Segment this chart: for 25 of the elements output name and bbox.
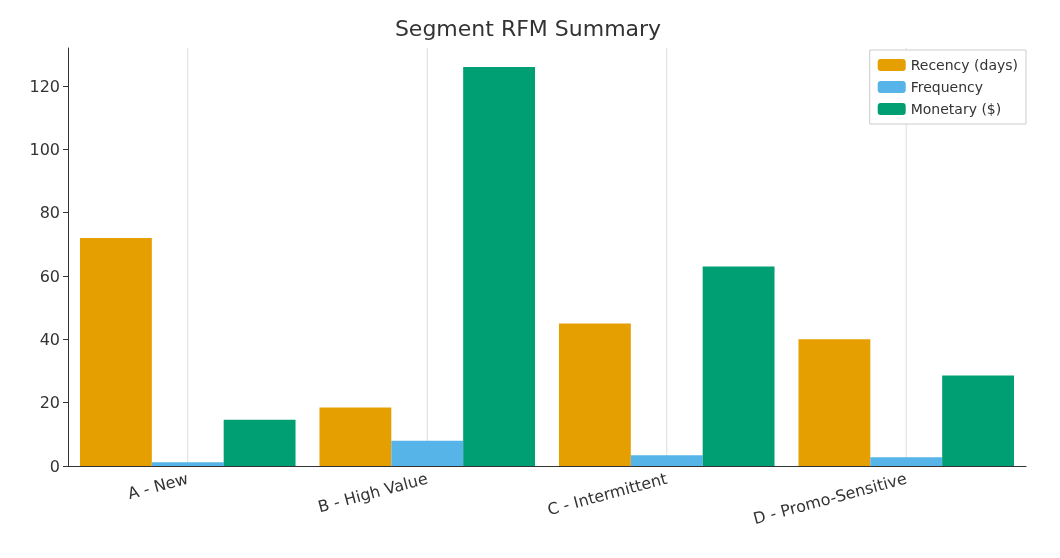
bar: [870, 457, 943, 466]
bar: [79, 238, 152, 466]
bar: [942, 375, 1015, 466]
y-tick-label: 0: [49, 456, 60, 476]
bar: [463, 67, 536, 466]
y-tick-label: 20: [39, 393, 60, 413]
y-tick-label: 60: [39, 266, 60, 286]
y-tick-label: 40: [39, 329, 60, 349]
bar: [702, 266, 775, 466]
chart-title: Segment RFM Summary: [394, 15, 662, 41]
legend-label: Frequency: [910, 79, 984, 95]
bar: [798, 339, 871, 466]
legend-label: Monetary ($): [910, 101, 1002, 117]
bar: [391, 440, 464, 466]
bar: [319, 407, 392, 466]
x-tick-label: B - High Value: [315, 468, 430, 517]
bar: [558, 323, 631, 466]
bar: [151, 462, 224, 466]
bar: [223, 419, 296, 466]
bar: [630, 455, 703, 466]
y-tick-label: 100: [29, 139, 60, 159]
y-tick-label: 120: [29, 76, 60, 96]
legend-label: Recency (days): [910, 57, 1018, 73]
y-tick-label: 80: [39, 203, 60, 223]
x-tick-label: A - New: [125, 468, 191, 504]
